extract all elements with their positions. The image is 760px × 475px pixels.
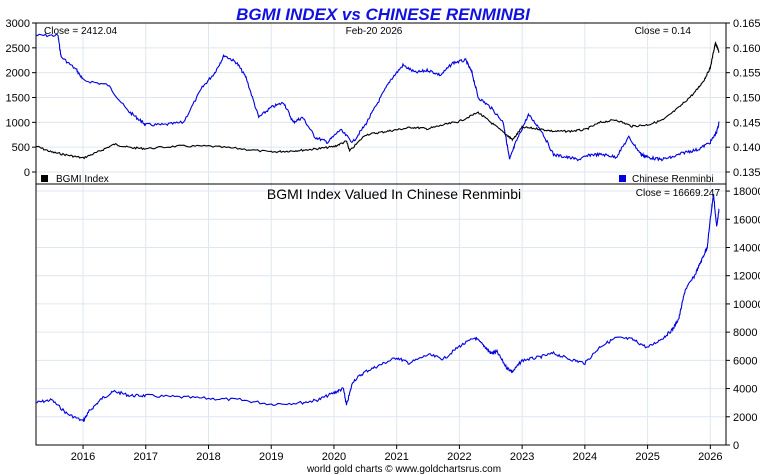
top-right-tick-label: 0.165 [733,18,760,30]
series-chinese-renminbi-line [35,33,720,162]
top-left-tick-label: 3000 [6,18,30,30]
bottom-right-tick-label: 12000 [733,271,760,283]
top-right-tick-label: 0.150 [733,93,760,105]
top-right-tick-label: 0.155 [733,68,760,80]
x-tick-label: 2020 [322,451,346,463]
x-tick-label: 2016 [71,451,95,463]
top-left-tick-label: 1000 [6,117,30,129]
legend-renminbi: Chinese Renminbi [619,174,714,185]
x-tick-label: 2021 [384,451,408,463]
legend-bgmi-swatch [41,175,48,182]
top-left-axis: 0 500 1000 1500 2000 2500 3000 [6,18,36,179]
top-left-close-label: Close = 2412.04 [44,26,118,37]
top-right-tick-label: 0.160 [733,43,760,55]
x-tick-label: 2026 [698,451,722,463]
x-tick-label: 2025 [635,451,659,463]
top-left-tick-label: 2000 [6,68,30,80]
bottom-right-tick-label: 0 [733,440,739,452]
date-label: Feb-20 2026 [346,26,403,37]
top-left-tick-label: 1500 [6,93,30,105]
bottom-plot-frame [35,183,727,446]
bottom-panel: 0 2000 4000 6000 8000 10000 12000 14000 16000 180… [35,183,760,463]
top-left-tick-label: 500 [12,142,30,154]
bottom-grid [36,184,726,446]
bottom-close-label: Close = 16669.247 [636,188,721,199]
top-panel: 0 500 1000 1500 2000 2500 3000 0.135 0.140 0.145… [6,18,760,185]
x-tick-label: 2019 [259,451,283,463]
bottom-right-tick-label: 18000 [733,186,760,198]
bottom-series-group [35,193,720,423]
bottom-right-tick-label: 8000 [733,327,757,339]
top-right-tick-label: 0.140 [733,142,760,154]
bottom-panel-title: BGMI Index Valued In Chinese Renminbi [267,186,521,202]
bottom-right-tick-label: 16000 [733,214,760,226]
bottom-right-tick-label: 10000 [733,299,760,311]
top-right-close-label: Close = 0.14 [635,26,692,37]
x-axis: 2016 2017 2018 2019 2020 2021 2022 2023 2024 2025… [71,445,723,463]
top-right-axis: 0.135 0.140 0.145 0.150 0.155 0.160 0.165 [726,18,760,179]
bottom-right-tick-label: 6000 [733,355,757,367]
bottom-right-tick-label: 2000 [733,412,757,424]
x-tick-label: 2022 [447,451,471,463]
top-right-tick-label: 0.145 [733,117,760,129]
legend-renminbi-label: Chinese Renminbi [632,174,714,185]
top-right-tick-label: 0.135 [733,167,760,179]
x-tick-label: 2017 [134,451,158,463]
footer-credit: world gold charts © www.goldchartsrus.co… [306,464,501,475]
legend-bgmi-label: BGMI Index [56,174,109,185]
bottom-right-tick-label: 14000 [733,242,760,254]
bottom-right-tick-label: 4000 [733,384,757,396]
top-plot-frame [35,22,727,185]
legend-bgmi: BGMI Index [41,174,109,185]
top-left-tick-label: 0 [24,167,30,179]
series-bgmi-in-renminbi-line [35,193,720,423]
x-tick-label: 2024 [573,451,597,463]
x-tick-label: 2018 [196,451,220,463]
top-series-group [35,33,720,162]
series-bgmi-index-line [35,41,720,160]
bottom-right-axis: 0 2000 4000 6000 8000 10000 12000 14000 16000 180… [726,186,760,452]
x-tick-label: 2023 [510,451,534,463]
legend-renminbi-swatch [619,175,626,182]
top-left-tick-label: 2500 [6,43,30,55]
chart-title: BGMI INDEX vs CHINESE RENMINBI [236,5,531,24]
top-grid [36,22,726,184]
